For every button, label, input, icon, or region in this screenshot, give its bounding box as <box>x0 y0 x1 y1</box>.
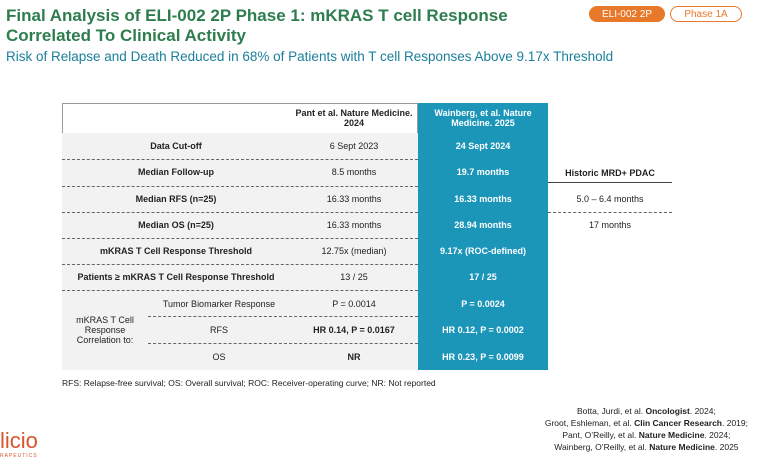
logo-tagline: RAPEUTICS <box>0 453 38 459</box>
table-cell: 17 / 25 <box>469 272 497 282</box>
group-label: mKRAS T Cell Response Correlation to: <box>76 315 134 345</box>
row-separator <box>62 264 418 265</box>
table-cell: 8.5 months <box>331 167 377 177</box>
table-cell: 13 / 25 <box>340 272 368 282</box>
reference-part: Oncologist <box>645 406 690 416</box>
row-label: mKRAS T Cell Response Threshold <box>99 246 253 256</box>
title: Final Analysis of ELI-002 2P Phase 1: mK… <box>6 6 508 45</box>
row-separator <box>62 159 418 160</box>
row-label: Median Follow-up <box>138 167 214 177</box>
row-label: Patients ≥ mKRAS T Cell Response Thresho… <box>77 272 275 282</box>
table-cell: 5.0 – 6.4 months <box>576 194 644 204</box>
table-cell: HR 0.12, P = 0.0002 <box>442 324 524 335</box>
row-label: Data Cut-off <box>150 141 202 151</box>
table-cell: 28.94 months <box>454 220 512 230</box>
reference-part: Wainberg, O’Reilly, et al. <box>554 442 650 452</box>
column-header: Wainberg, et al. Nature Medicine. 2025 <box>434 108 532 128</box>
badge: Phase 1A <box>670 6 742 22</box>
row-label: Tumor Biomarker Response <box>162 298 276 309</box>
row-separator <box>62 238 418 239</box>
subtitle: Risk of Relapse and Death Reduced in 68%… <box>6 49 614 64</box>
reference-part: Nature Medicine <box>649 442 715 452</box>
row-label: Median OS (n=25) <box>138 220 214 230</box>
row-separator <box>62 290 418 291</box>
reference: Botta, Jurdi, et al. Oncologist. 2024; <box>545 405 748 417</box>
reference-part: Groot, Eshleman, et al. <box>544 418 635 428</box>
table-cell: 19.7 months <box>456 167 510 177</box>
table-cell: P = 0.0024 <box>461 298 505 309</box>
row-separator <box>148 343 418 344</box>
table-cell: NR <box>347 351 361 362</box>
reference-part: . 2019; <box>722 418 748 428</box>
row-label: Median RFS (n=25) <box>135 194 217 204</box>
column-header: Pant et al. Nature Medicine. 2024 <box>295 108 413 128</box>
reference: Groot, Eshleman, et al. Clin Cancer Rese… <box>545 417 748 429</box>
row-separator <box>548 212 672 213</box>
footnote: RFS: Relapse-free survival; OS: Overall … <box>62 378 436 388</box>
row-separator <box>148 316 418 317</box>
row-label: OS <box>212 351 226 362</box>
logo: licio <box>0 428 38 453</box>
reference-part: Nature Medicine <box>638 430 705 440</box>
row-separator <box>62 186 418 187</box>
table-cell: 12.75x (median) <box>321 246 387 256</box>
table-cell: 6 Sept 2023 <box>329 141 379 151</box>
reference-part: Botta, Jurdi, et al. <box>576 406 646 416</box>
row-label: RFS <box>210 324 228 335</box>
table-cell: P = 0.0014 <box>332 298 376 309</box>
side-frame <box>548 182 672 239</box>
table-cell: 16.33 months <box>326 220 382 230</box>
table-cell: 16.33 months <box>326 194 382 204</box>
table-cell: 16.33 months <box>454 194 512 204</box>
references: Botta, Jurdi, et al. Oncologist. 2024; Gr… <box>545 405 748 453</box>
reference: Pant, O’Reilly, et al. Nature Medicine. … <box>545 429 748 441</box>
badge: ELI-002 2P <box>589 6 665 22</box>
reference-part: . 2024; <box>689 406 716 416</box>
table-body <box>62 133 418 370</box>
row-separator <box>62 212 418 213</box>
table-cell: HR 0.14, P = 0.0167 <box>313 324 395 335</box>
table-cell: 24 Sept 2024 <box>455 141 511 151</box>
reference-part: Pant, O’Reilly, et al. <box>562 430 639 440</box>
table-cell: 9.17x (ROC-defined) <box>439 246 526 256</box>
reference-part: . 2025 <box>714 442 739 452</box>
table-cell: HR 0.23, P = 0.0099 <box>442 351 524 362</box>
table-cell: 17 months <box>588 220 632 230</box>
reference: Wainberg, O’Reilly, et al. Nature Medici… <box>545 441 748 453</box>
reference-part: . 2024; <box>704 430 731 440</box>
column-header: Historic MRD+ PDAC <box>565 167 655 178</box>
reference-part: Clin Cancer Research <box>634 418 722 428</box>
highlight-column <box>418 103 548 370</box>
